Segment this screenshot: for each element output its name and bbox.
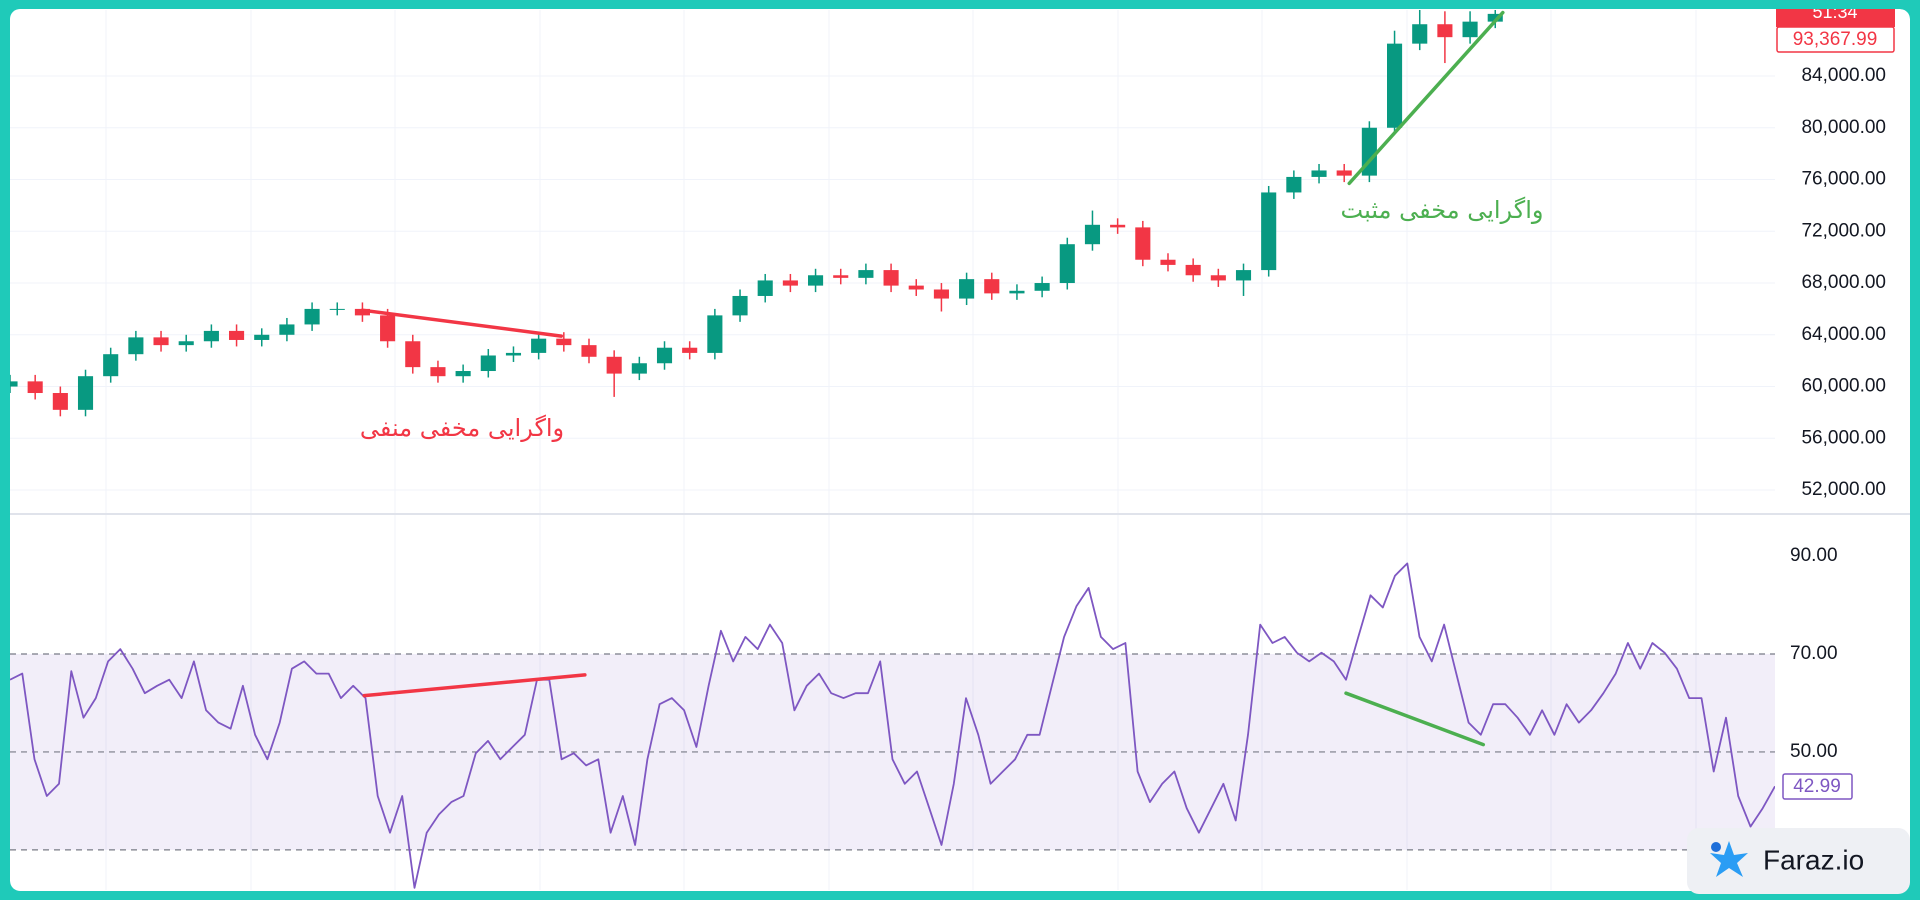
y-tick-label: 70.00 bbox=[1790, 643, 1838, 664]
chart-background bbox=[10, 9, 1910, 891]
candle-body bbox=[354, 308, 370, 316]
watermark: Faraz.io bbox=[1687, 828, 1910, 894]
rsi-last-box bbox=[1782, 773, 1853, 800]
candle-body bbox=[1261, 192, 1277, 271]
candle-body bbox=[1034, 283, 1050, 291]
candle-body bbox=[254, 334, 270, 340]
candle-body bbox=[1437, 24, 1453, 38]
watermark-logo bbox=[1710, 841, 1748, 877]
candle-body bbox=[229, 330, 245, 340]
trend-line bbox=[1344, 691, 1486, 747]
candle-body bbox=[531, 338, 547, 353]
candle-body bbox=[833, 275, 849, 278]
rsi-pane bbox=[10, 562, 1775, 889]
candle-body bbox=[77, 376, 94, 410]
candle-body bbox=[505, 352, 522, 356]
candle-body bbox=[1185, 264, 1201, 276]
candle-body bbox=[1412, 24, 1428, 44]
candle-body bbox=[1084, 224, 1101, 245]
candle-body bbox=[1210, 275, 1226, 281]
candle-body bbox=[656, 347, 673, 364]
candle-body bbox=[1009, 290, 1025, 294]
price-pane bbox=[10, 10, 1775, 491]
axes: 52,000.00 56,000.00 60,000.00 64,000.00 68,0… bbox=[1790, 65, 1886, 762]
y-tick-label: 60,000.00 bbox=[1801, 376, 1886, 397]
candle-body bbox=[959, 279, 975, 299]
candle-body bbox=[631, 363, 647, 374]
candle-body bbox=[1135, 227, 1151, 260]
candle-body bbox=[203, 330, 219, 342]
watermark-text: Faraz.io bbox=[1763, 844, 1864, 875]
rsi-line bbox=[10, 562, 1775, 889]
candle-body bbox=[1462, 21, 1478, 38]
y-tick-label: 68,000.00 bbox=[1801, 272, 1886, 293]
candle-body bbox=[10, 381, 18, 387]
candle-body bbox=[304, 308, 320, 325]
candle-body bbox=[984, 279, 1000, 294]
y-tick-label: 52,000.00 bbox=[1801, 479, 1886, 500]
candle-body bbox=[329, 308, 345, 310]
candle-body bbox=[782, 280, 798, 286]
candle-body bbox=[1336, 170, 1352, 176]
y-tick-label: 56,000.00 bbox=[1801, 427, 1886, 448]
candle-body bbox=[1487, 13, 1503, 22]
candle-body bbox=[480, 355, 496, 372]
candle-body bbox=[128, 337, 144, 355]
candle-body bbox=[757, 280, 773, 296]
trend-line bbox=[1347, 10, 1505, 186]
candle-body bbox=[27, 381, 43, 394]
y-tick-label: 76,000.00 bbox=[1801, 169, 1886, 190]
vertical-grid bbox=[105, 10, 1697, 890]
last-price-label: 93,367.99 bbox=[1793, 29, 1878, 50]
candle-body bbox=[581, 345, 597, 357]
candle-body bbox=[858, 270, 874, 278]
candle-body bbox=[405, 341, 421, 368]
candle-body bbox=[883, 270, 899, 286]
last-price-box bbox=[1776, 26, 1895, 53]
candle-body bbox=[682, 347, 698, 353]
candle-body bbox=[279, 324, 295, 335]
y-tick-label: 50.00 bbox=[1790, 741, 1838, 762]
candle-body bbox=[808, 275, 824, 286]
y-tick-label: 84,000.00 bbox=[1801, 65, 1886, 86]
trend-line bbox=[360, 308, 564, 338]
annotation: واگرایی مخفی مثبت bbox=[1341, 196, 1544, 224]
candle-body bbox=[732, 295, 748, 316]
candle-body bbox=[1059, 244, 1075, 284]
watermark-box bbox=[1687, 828, 1910, 894]
y-tick-label: 64,000.00 bbox=[1801, 324, 1886, 345]
y-tick-label: 90.00 bbox=[1790, 545, 1838, 566]
candle-body bbox=[908, 285, 924, 290]
candle-body bbox=[1235, 270, 1252, 281]
candle-body bbox=[606, 356, 622, 374]
candle-body bbox=[380, 315, 396, 342]
candle-body bbox=[1387, 43, 1403, 128]
candle-body bbox=[1110, 224, 1126, 228]
y-tick-label: 72,000.00 bbox=[1801, 220, 1886, 241]
candle-body bbox=[52, 393, 68, 410]
candle-body bbox=[430, 367, 446, 377]
candle-body bbox=[153, 337, 169, 346]
y-tick-label: 80,000.00 bbox=[1801, 117, 1886, 138]
rsi-last-label: 42.99 bbox=[1793, 776, 1841, 797]
candle-body bbox=[556, 338, 572, 346]
candle-body bbox=[1160, 259, 1176, 265]
candle-body bbox=[178, 341, 194, 346]
candle-body bbox=[933, 289, 949, 299]
candle-body bbox=[455, 371, 471, 377]
candle-body bbox=[707, 315, 723, 353]
annotation: واگرایی مخفی منفی bbox=[360, 414, 564, 442]
candle-body bbox=[1286, 176, 1302, 193]
trend-line bbox=[362, 673, 587, 698]
candle-body bbox=[1311, 170, 1327, 177]
candle-body bbox=[103, 354, 119, 377]
